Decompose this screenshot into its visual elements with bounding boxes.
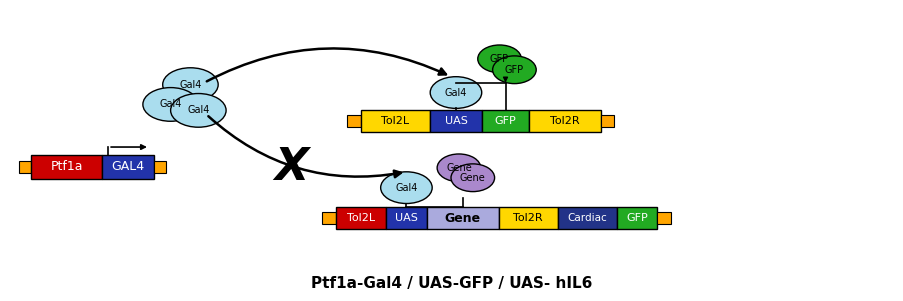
FancyBboxPatch shape — [386, 207, 427, 229]
FancyBboxPatch shape — [481, 110, 528, 132]
Text: GAL4: GAL4 — [111, 160, 144, 173]
Text: Gene: Gene — [445, 163, 471, 173]
Text: UAS: UAS — [395, 213, 417, 223]
Ellipse shape — [171, 94, 226, 127]
FancyBboxPatch shape — [19, 161, 31, 173]
FancyBboxPatch shape — [154, 161, 165, 173]
Text: Ptf1a-Gal4 / UAS-GFP / UAS- hIL6: Ptf1a-Gal4 / UAS-GFP / UAS- hIL6 — [311, 276, 592, 291]
Text: X: X — [275, 146, 308, 189]
Text: Tol2R: Tol2R — [550, 116, 579, 126]
FancyBboxPatch shape — [528, 110, 600, 132]
FancyBboxPatch shape — [360, 110, 430, 132]
Text: Tol2L: Tol2L — [381, 116, 409, 126]
Ellipse shape — [492, 56, 535, 84]
Text: Gal4: Gal4 — [444, 88, 467, 98]
Ellipse shape — [437, 154, 480, 182]
FancyBboxPatch shape — [321, 213, 336, 224]
Text: GFP: GFP — [504, 65, 524, 75]
FancyBboxPatch shape — [557, 207, 617, 229]
FancyBboxPatch shape — [617, 207, 656, 229]
FancyBboxPatch shape — [336, 207, 386, 229]
Text: Cardiac: Cardiac — [567, 213, 607, 223]
Text: Gene: Gene — [444, 212, 480, 225]
Text: GFP: GFP — [489, 54, 508, 64]
Ellipse shape — [380, 172, 432, 203]
FancyBboxPatch shape — [430, 110, 481, 132]
Text: GFP: GFP — [494, 116, 516, 126]
Ellipse shape — [163, 68, 218, 101]
Text: Gal4: Gal4 — [395, 183, 417, 193]
Text: Gal4: Gal4 — [179, 79, 201, 90]
Text: Gal4: Gal4 — [187, 105, 209, 115]
FancyBboxPatch shape — [102, 155, 154, 179]
Text: Gal4: Gal4 — [159, 99, 182, 110]
Text: UAS: UAS — [444, 116, 467, 126]
Text: Gene: Gene — [460, 173, 485, 183]
FancyBboxPatch shape — [31, 155, 102, 179]
FancyBboxPatch shape — [347, 115, 360, 127]
FancyBboxPatch shape — [656, 213, 670, 224]
Text: GFP: GFP — [626, 213, 647, 223]
Ellipse shape — [143, 88, 198, 121]
Ellipse shape — [477, 45, 521, 73]
FancyBboxPatch shape — [600, 115, 614, 127]
Text: Tol2L: Tol2L — [347, 213, 375, 223]
FancyBboxPatch shape — [427, 207, 498, 229]
Text: Tol2R: Tol2R — [513, 213, 543, 223]
Ellipse shape — [430, 77, 481, 108]
FancyBboxPatch shape — [498, 207, 557, 229]
Ellipse shape — [451, 164, 494, 192]
Text: Ptf1a: Ptf1a — [51, 160, 83, 173]
